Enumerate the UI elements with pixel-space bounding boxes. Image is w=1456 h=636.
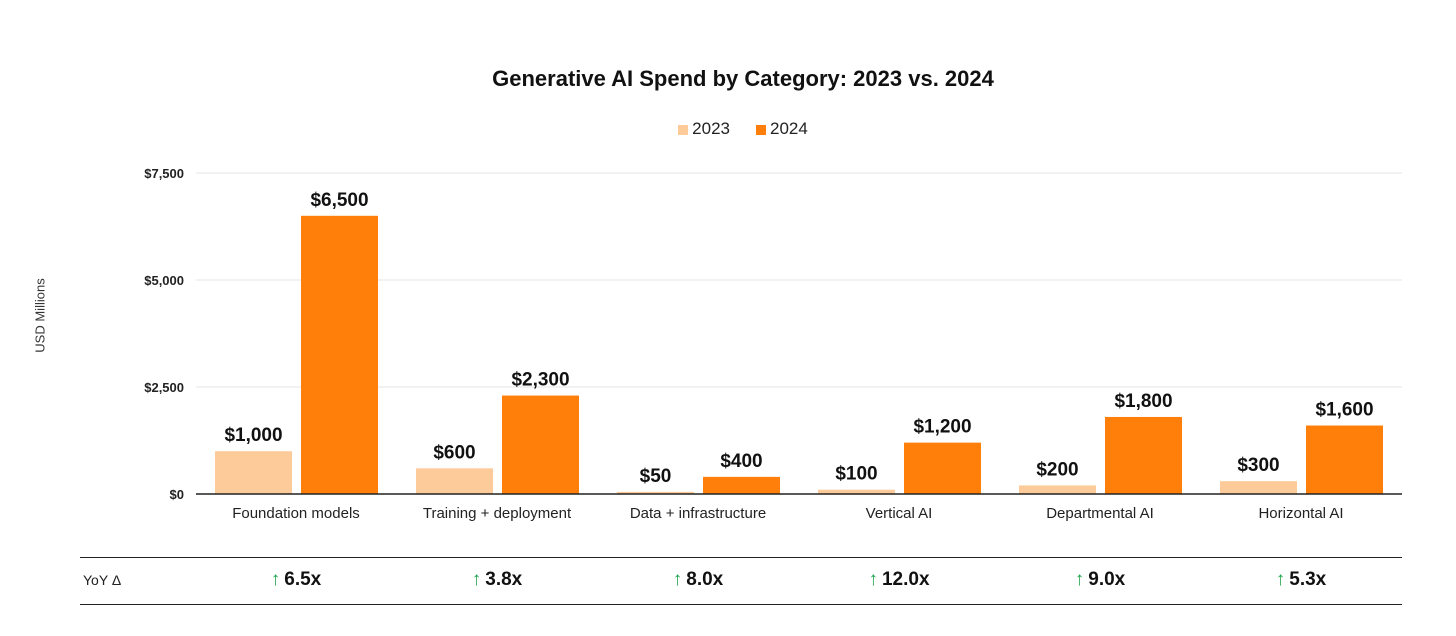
yoy-value: ↑ 5.3x bbox=[1231, 569, 1371, 591]
up-arrow-icon: ↑ bbox=[1275, 569, 1286, 590]
x-tick-label: Foundation models bbox=[232, 505, 360, 522]
bar-2024 bbox=[904, 442, 981, 494]
yoy-text: 3.8x bbox=[485, 569, 523, 590]
bar-2023 bbox=[1220, 481, 1297, 494]
data-label: $6,500 bbox=[310, 190, 368, 211]
up-arrow-icon: ↑ bbox=[868, 569, 878, 590]
yoy-text: 12.0x bbox=[881, 569, 930, 590]
up-arrow-icon: ↑ bbox=[1074, 569, 1085, 590]
y-tick-label: $2,500 bbox=[144, 380, 184, 395]
data-label: $50 bbox=[640, 466, 672, 487]
bar-2023 bbox=[1019, 485, 1096, 494]
data-label: $200 bbox=[1036, 459, 1078, 480]
yoy-text: 5.3x bbox=[1289, 569, 1327, 590]
yoy-value: ↑ 12.0x bbox=[829, 569, 969, 591]
up-arrow-icon: ↑ bbox=[270, 569, 281, 590]
data-label: $400 bbox=[720, 451, 762, 472]
yoy-label: YoY Δ bbox=[83, 572, 122, 588]
legend-item-2024: 2024 bbox=[756, 119, 808, 139]
x-tick-label: Departmental AI bbox=[1046, 505, 1154, 522]
bar-2024 bbox=[703, 476, 780, 494]
bar-2024 bbox=[502, 395, 579, 494]
y-tick-label: $7,500 bbox=[144, 166, 184, 181]
bar-2023 bbox=[215, 451, 292, 494]
y-tick-label: $5,000 bbox=[144, 273, 184, 288]
bar-2024 bbox=[1306, 425, 1383, 494]
yoy-text: 8.0x bbox=[686, 569, 724, 590]
yoy-row: YoY Δ ↑ 6.5x ↑ 3.8x ↑ 8.0x ↑ 12.0x ↑ 9.0x ↑ 5.3x bbox=[80, 557, 1402, 605]
chart-title: Generative AI Spend by Category: 2023 vs… bbox=[492, 66, 994, 91]
up-arrow-icon: ↑ bbox=[672, 569, 683, 590]
bar-2023 bbox=[617, 491, 694, 494]
data-label: $1,000 bbox=[224, 425, 282, 446]
legend: 2023 2024 bbox=[0, 119, 1456, 139]
y-tick-label: $0 bbox=[170, 487, 184, 502]
data-label: $1,200 bbox=[913, 417, 971, 438]
x-tick-label: Training + deployment bbox=[423, 505, 572, 522]
yoy-text: 6.5x bbox=[284, 569, 322, 590]
data-label: $100 bbox=[835, 464, 877, 485]
legend-item-2023: 2023 bbox=[678, 119, 730, 139]
data-label: $2,300 bbox=[511, 370, 569, 391]
yoy-text: 9.0x bbox=[1088, 569, 1126, 590]
legend-label: 2024 bbox=[770, 119, 808, 138]
bar-2024 bbox=[1105, 416, 1182, 494]
legend-swatch-2023 bbox=[678, 124, 689, 135]
x-tick-label: Vertical AI bbox=[866, 505, 933, 522]
data-label: $1,800 bbox=[1114, 391, 1172, 412]
plot-area: $0 $2,500 $5,000 $7,500 $1,000 $6,500 Foundati… bbox=[144, 166, 1402, 522]
yoy-value: ↑ 9.0x bbox=[1030, 569, 1170, 591]
x-tick-label: Horizontal AI bbox=[1258, 505, 1343, 522]
x-tick-label: Data + infrastructure bbox=[630, 505, 766, 522]
legend-label: 2023 bbox=[692, 119, 730, 138]
yoy-value: ↑ 6.5x bbox=[226, 569, 366, 591]
bar-2024 bbox=[301, 215, 378, 495]
up-arrow-icon: ↑ bbox=[471, 569, 482, 590]
yoy-value: ↑ 3.8x bbox=[427, 569, 567, 591]
bar-2023 bbox=[416, 468, 493, 494]
data-label: $1,600 bbox=[1315, 400, 1373, 421]
bar-2023 bbox=[818, 489, 895, 494]
data-label: $300 bbox=[1237, 455, 1279, 476]
data-label: $600 bbox=[433, 442, 475, 463]
yoy-value: ↑ 8.0x bbox=[628, 569, 768, 591]
legend-swatch-2024 bbox=[756, 124, 766, 135]
